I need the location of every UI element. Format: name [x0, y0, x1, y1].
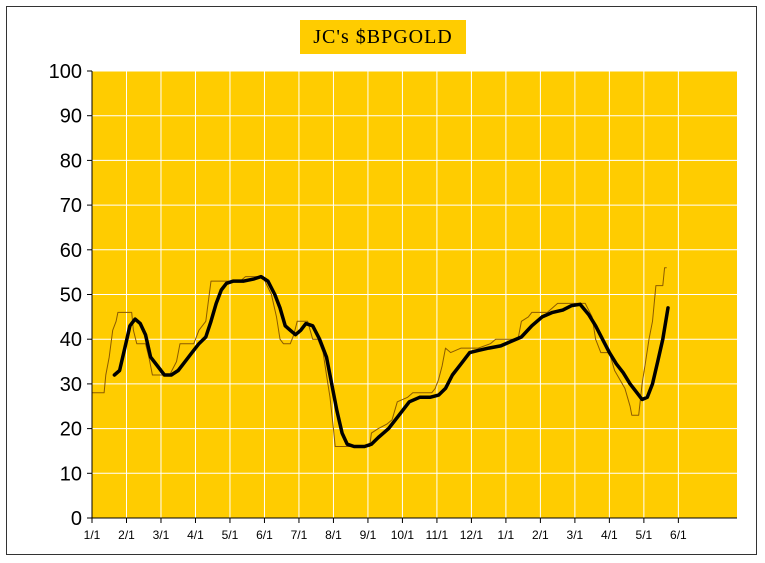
axes: [87, 70, 737, 523]
y-tick-label: 40: [60, 329, 82, 351]
series-line-smoothed: [112, 274, 670, 449]
x-tick-label: 12/1: [460, 528, 484, 542]
y-tick-label: 0: [71, 508, 82, 530]
x-tick-label: 8/1: [325, 528, 342, 542]
x-tick-label: 3/1: [567, 528, 584, 542]
y-tick-label: 70: [60, 195, 82, 217]
y-tick-label: 100: [49, 61, 82, 83]
y-tick-label: 60: [60, 240, 82, 262]
x-tick-label: 6/1: [256, 528, 273, 542]
tick-labels: 0 10 20 30 40 50 60 70 80 90 100 1/1 2/1 3/1 4/1 5/1 6/1…: [49, 61, 687, 542]
x-tick-label: 11/1: [426, 528, 449, 542]
y-tick-label: 50: [60, 285, 82, 307]
x-tick-label: 6/1: [670, 528, 687, 542]
y-tick-label: 80: [60, 150, 82, 172]
grid-lines: [92, 70, 737, 518]
y-tick-label: 10: [60, 463, 82, 485]
x-tick-label: 1/1: [498, 528, 515, 542]
y-tick-label: 20: [60, 419, 82, 441]
x-tick-label: 1/1: [84, 528, 101, 542]
x-tick-label: 5/1: [636, 528, 653, 542]
chart-title: JC's $BPGOLD: [313, 25, 453, 48]
x-tick-label: 2/1: [532, 528, 549, 542]
x-tick-label: 2/1: [118, 528, 135, 542]
x-tick-label: 7/1: [291, 528, 308, 542]
series-layer: [91, 267, 670, 449]
x-tick-label: 3/1: [153, 528, 170, 542]
y-tick-label: 90: [60, 106, 82, 128]
x-tick-label: 5/1: [222, 528, 239, 542]
chart-title-box: JC's $BPGOLD: [300, 20, 466, 54]
x-tick-label: 4/1: [187, 528, 204, 542]
series-line-step: [91, 267, 667, 447]
x-tick-label: 4/1: [601, 528, 618, 542]
x-tick-label: 10/1: [391, 528, 415, 542]
x-tick-label: 9/1: [360, 528, 377, 542]
y-tick-label: 30: [60, 374, 82, 396]
